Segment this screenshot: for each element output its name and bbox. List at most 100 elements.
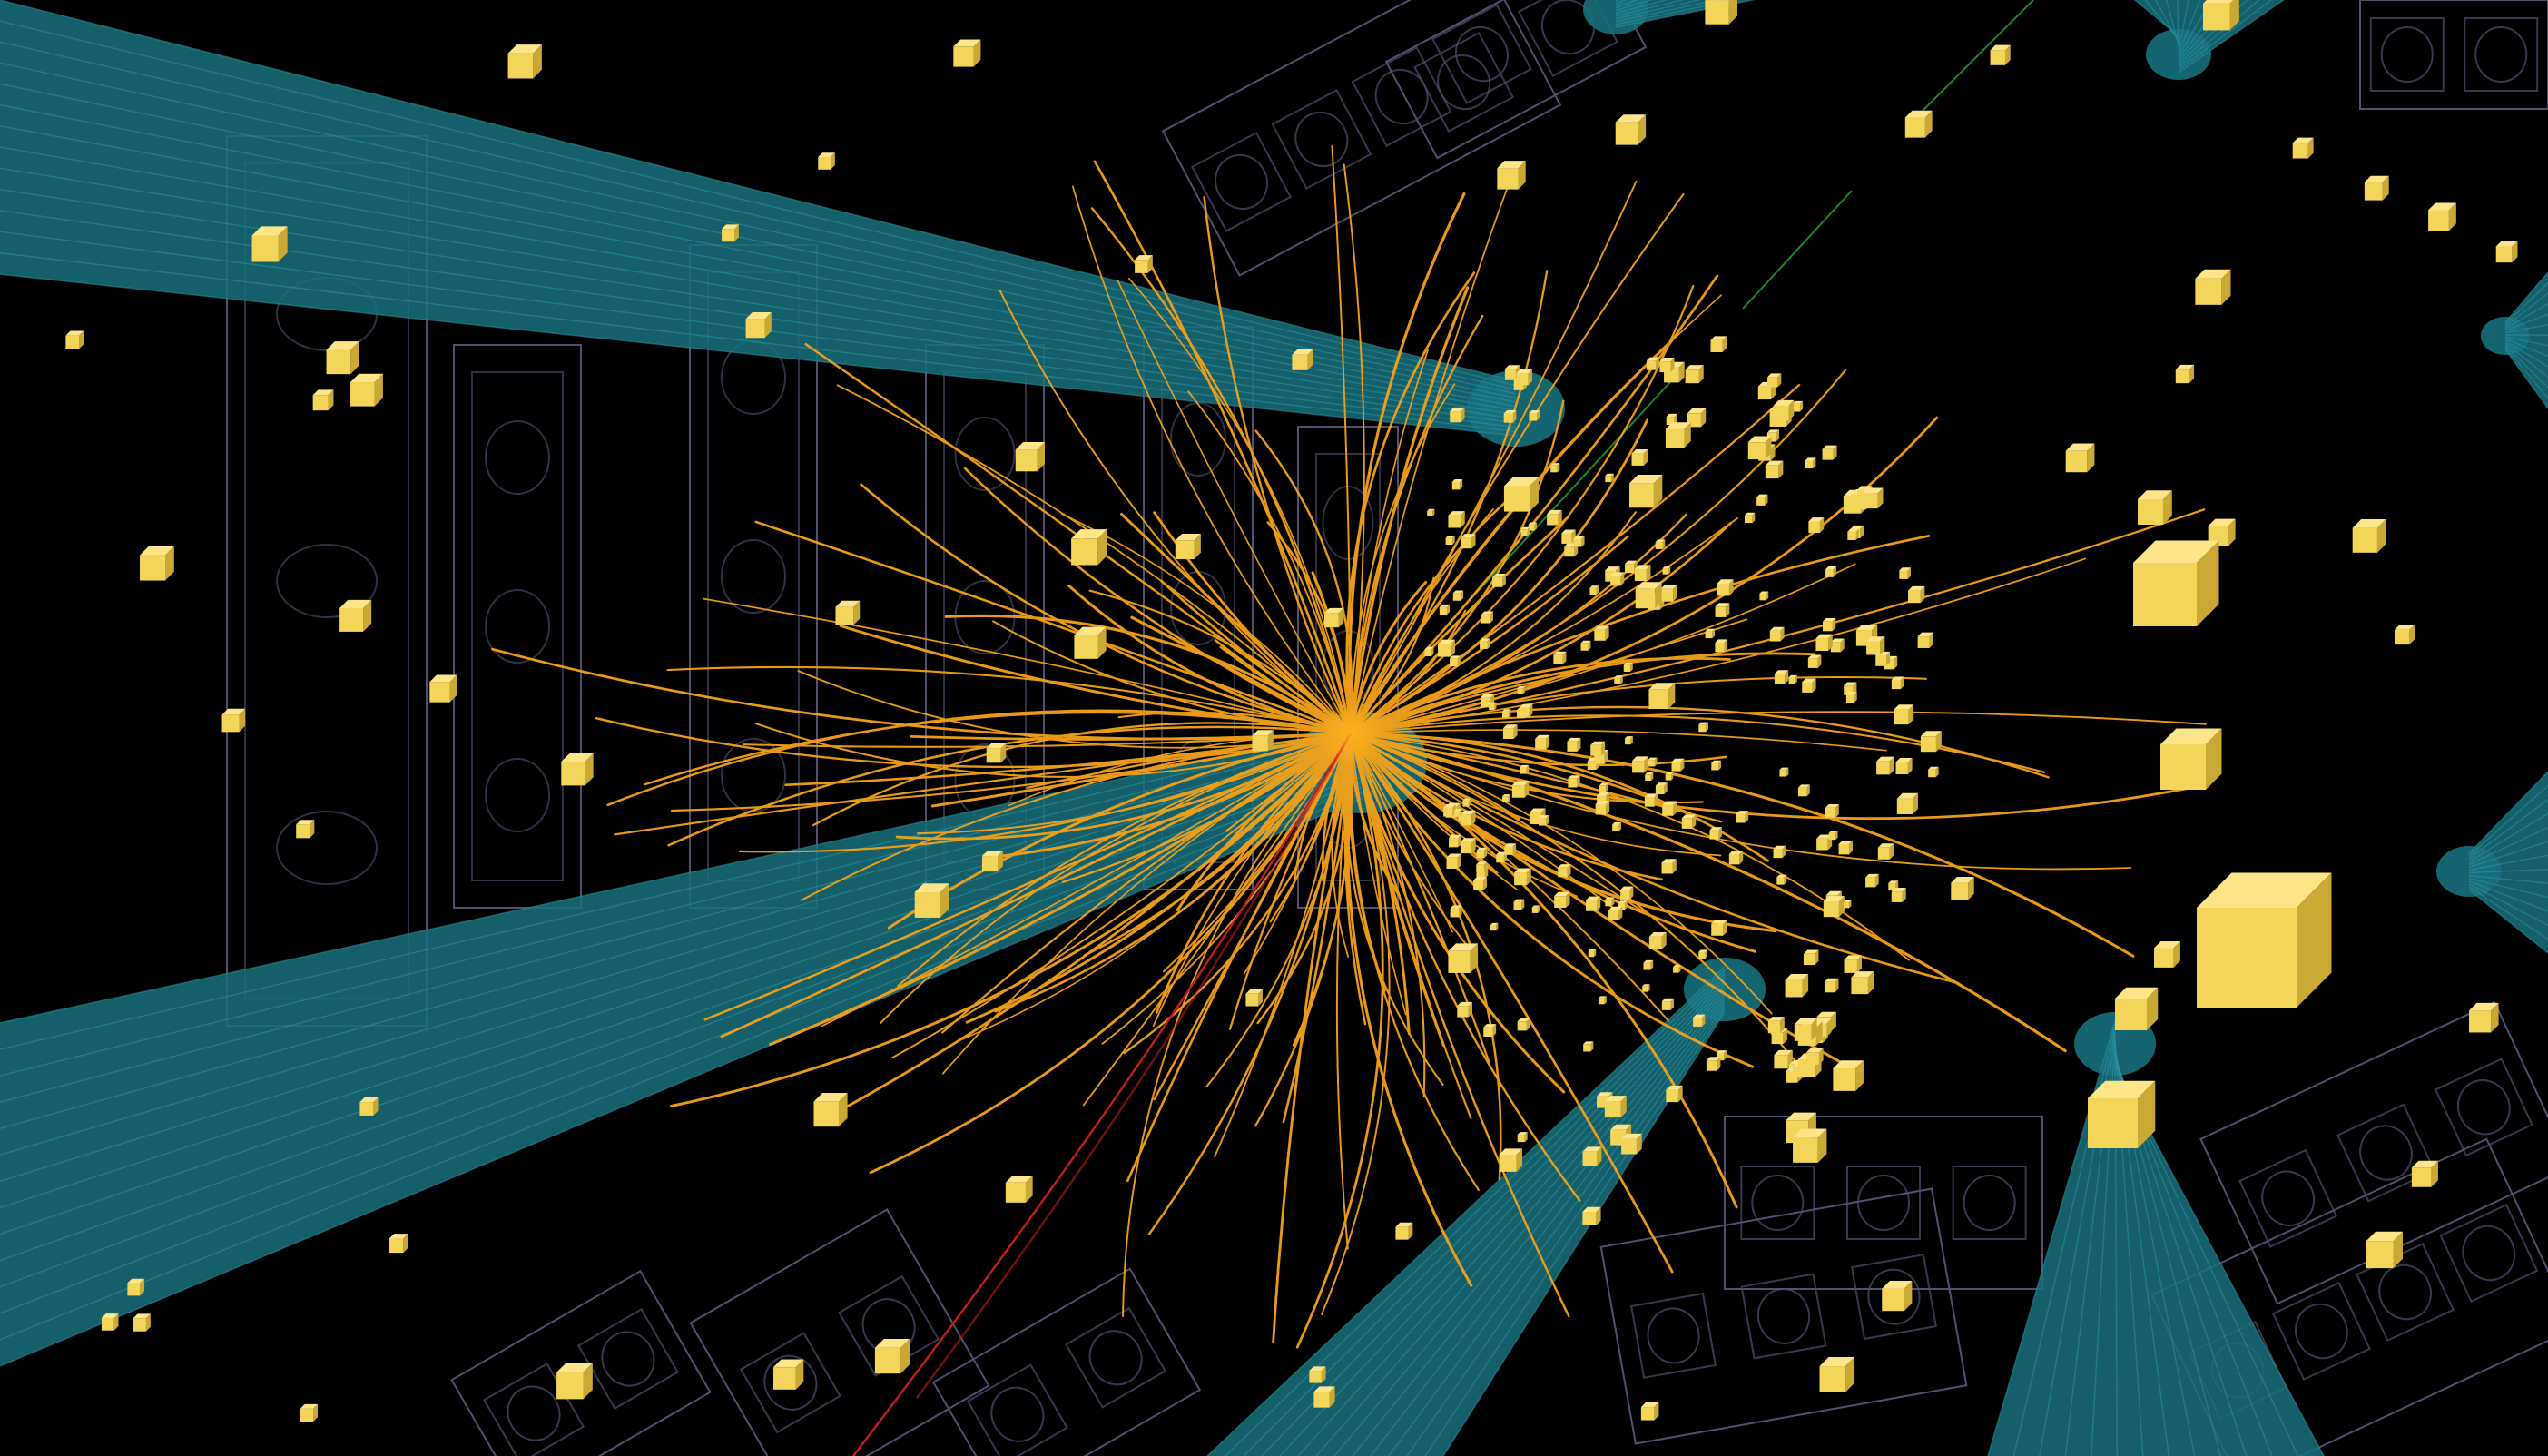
deposit-top <box>1460 810 1476 815</box>
deposit-side <box>1566 891 1570 909</box>
energy-deposit <box>1797 784 1810 797</box>
energy-deposit <box>1807 654 1822 668</box>
deposit-face <box>1520 767 1527 774</box>
energy-deposit <box>1605 897 1615 907</box>
energy-deposit <box>339 599 372 632</box>
deposit-face <box>986 748 1001 763</box>
deposit-side <box>1522 686 1526 694</box>
deposit-face <box>1618 902 1626 910</box>
deposit-face <box>1706 1060 1717 1071</box>
deposit-side <box>1526 868 1531 886</box>
energy-deposit <box>127 1278 145 1296</box>
energy-deposit <box>1631 448 1648 466</box>
deposit-top <box>1794 1018 1817 1025</box>
deposit-face <box>1824 981 1835 993</box>
jet-cone-hatch <box>0 725 1363 1024</box>
deposit-top <box>1561 529 1576 534</box>
deposit-face <box>350 382 375 407</box>
jet-cone-hatch <box>2504 313 2548 331</box>
energy-deposit <box>1825 804 1839 818</box>
deposit-top <box>1529 409 1540 413</box>
deposit-face <box>1503 413 1513 423</box>
deposit-face <box>1520 529 1528 536</box>
module-port <box>1857 1175 1910 1231</box>
deposit-side <box>1655 582 1662 609</box>
deposit-side <box>1530 477 1539 512</box>
deposit-top <box>1785 973 1809 980</box>
detector-module <box>931 1267 1202 1456</box>
particle-track <box>1349 732 1480 1191</box>
particle-track <box>992 732 1353 859</box>
particle-track <box>992 620 1353 735</box>
jet-cone <box>0 0 1565 447</box>
deposit-side <box>1795 674 1797 684</box>
deposit-face <box>221 714 240 733</box>
module-frame <box>1599 1187 1968 1445</box>
jet-cone-hatch <box>0 62 1517 395</box>
deposit-top <box>1825 566 1836 570</box>
energy-deposit <box>1822 445 1837 460</box>
deposit-side <box>1471 838 1476 854</box>
deposit-face <box>1884 659 1894 670</box>
deposit-side <box>764 312 772 339</box>
jet-cone-hatch <box>1261 977 1726 1456</box>
deposit-face <box>1504 369 1517 380</box>
deposit-top <box>1589 585 1599 588</box>
module-port <box>1963 1175 2016 1231</box>
deposit-side <box>1900 676 1904 690</box>
module-cell <box>1065 1306 1167 1409</box>
particle-track <box>1349 675 1927 735</box>
jet-cone <box>2436 771 2548 954</box>
deposit-side <box>1097 626 1107 659</box>
deposit-top <box>1844 900 1852 903</box>
deposit-top <box>1598 996 1607 999</box>
deposit-top <box>1648 757 1658 761</box>
energy-deposit <box>1621 1133 1642 1155</box>
deposit-side <box>1826 1018 1832 1038</box>
deposit-face <box>1899 570 1908 579</box>
deposit-side <box>1811 1018 1817 1041</box>
deposit-side <box>734 224 739 242</box>
deposit-side <box>1620 572 1625 586</box>
deposit-top <box>1774 670 1789 674</box>
deposit-top <box>2153 940 2180 949</box>
deposit-face <box>1797 787 1807 797</box>
deposit-face <box>1074 635 1098 659</box>
deposit-face <box>1716 1052 1725 1061</box>
deposit-face <box>1794 1024 1812 1041</box>
jet-cone-hatch <box>2504 302 2548 330</box>
deposit-top <box>1825 890 1842 896</box>
particle-track <box>1349 732 1566 1094</box>
deposit-side <box>1536 409 1540 421</box>
deposit-face <box>1661 1001 1671 1010</box>
energy-deposit <box>1514 868 1531 886</box>
jet-cone-hatch <box>0 742 1363 1103</box>
energy-deposit <box>1445 536 1455 546</box>
deposit-side <box>1490 611 1494 624</box>
energy-deposit <box>1538 815 1549 826</box>
deposit-side <box>1526 764 1530 774</box>
deposit-side <box>1700 408 1707 428</box>
energy-deposit <box>1705 0 1737 25</box>
deposit-side <box>1638 114 1647 145</box>
energy-deposit <box>1891 887 1906 902</box>
deposit-top <box>1830 638 1845 643</box>
deposit-top <box>2366 1231 2404 1242</box>
deposit-face <box>1819 1366 1846 1392</box>
particle-track <box>1350 733 1407 1016</box>
particle-track <box>891 733 1352 1059</box>
energy-deposit <box>1071 529 1107 566</box>
energy-deposit <box>772 1359 804 1390</box>
deposit-side <box>1833 445 1837 460</box>
deposit-face <box>1844 685 1854 695</box>
deposit-top <box>1824 978 1839 982</box>
deposit-top <box>1504 365 1520 369</box>
deposit-side <box>1722 336 1727 353</box>
module-cell <box>576 1307 679 1411</box>
deposit-top <box>1473 877 1487 881</box>
deposit-top <box>1604 1096 1627 1102</box>
deposit-side <box>1461 407 1465 423</box>
energy-deposit <box>1590 741 1606 756</box>
energy-deposit <box>1457 1001 1472 1018</box>
deposit-side <box>1194 534 1201 560</box>
